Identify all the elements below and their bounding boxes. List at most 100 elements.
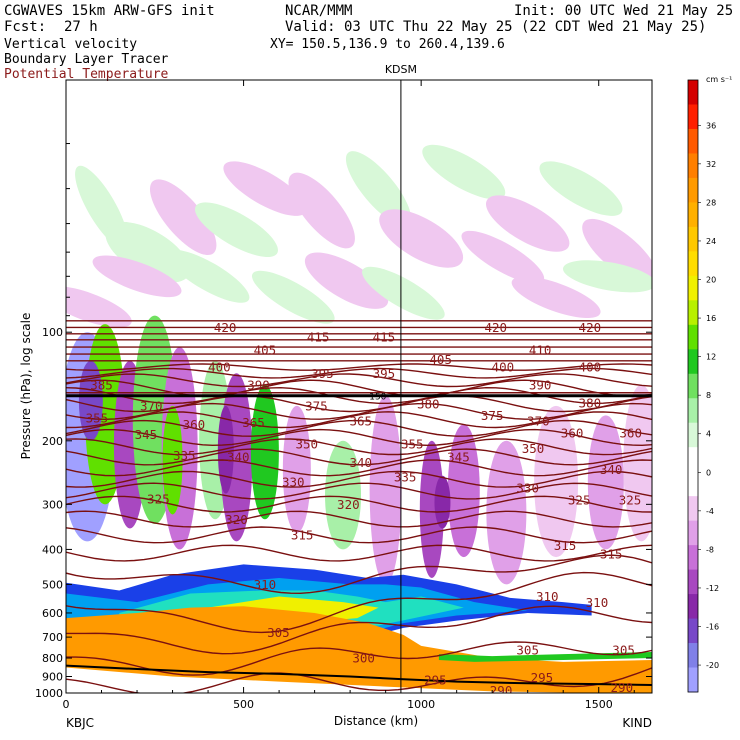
theta-contour — [66, 386, 652, 405]
theta-label: 420 — [214, 320, 237, 335]
theta-label: 355 — [86, 411, 109, 426]
colorbar-label: 16 — [706, 314, 716, 323]
colorbar-swatch — [688, 545, 698, 571]
theta-label: 415 — [307, 329, 330, 344]
colorbar-swatch — [688, 104, 698, 130]
colorbar-label: -20 — [706, 661, 719, 670]
theta-label: 410 — [529, 342, 552, 357]
colorbar-label: 20 — [706, 276, 716, 285]
colorbar-swatch — [688, 251, 698, 277]
theta-label: 335 — [173, 448, 196, 463]
theta-label: 340 — [600, 462, 623, 477]
y-tick-label: 300 — [42, 498, 63, 511]
colorbar-unit: cm s⁻¹ — [706, 75, 732, 84]
theta-label: 400 — [579, 360, 602, 375]
colorbar-swatch — [688, 324, 698, 350]
w-patch — [511, 276, 601, 319]
axes: 0 500 1000 15001002003004005006007008009001… — [35, 79, 652, 711]
y-tick-label: 200 — [42, 435, 63, 448]
theta-label: 365 — [349, 413, 372, 428]
left-endpoint-label: KBJC — [66, 716, 94, 730]
colorbar-label: -12 — [706, 584, 719, 593]
theta-label: 345 — [135, 427, 158, 442]
theta-label: 365 — [242, 415, 265, 430]
theta-contour — [66, 482, 652, 500]
colorbar-swatch — [688, 177, 698, 203]
colorbar-label: 12 — [706, 353, 716, 362]
theta-contour — [66, 605, 652, 655]
theta-label: 395 — [311, 366, 334, 381]
theta-label: 310 — [586, 595, 609, 610]
colorbar-swatch — [688, 398, 698, 424]
theta-contour — [66, 641, 652, 676]
theta-label: 380 — [417, 396, 440, 411]
org-label: NCAR/MMM — [285, 3, 353, 19]
y-tick-label: 400 — [42, 543, 63, 556]
theta-label: 325 — [568, 493, 591, 508]
theta-label: 390 — [247, 377, 270, 392]
w-patch — [345, 151, 412, 227]
w-patch — [582, 218, 652, 286]
colorbar-swatch — [688, 349, 698, 375]
colorbar-swatch — [688, 520, 698, 546]
theta-label: 350 — [522, 441, 545, 456]
theta-contour — [66, 411, 652, 429]
w-band — [419, 440, 444, 578]
w-band — [623, 384, 652, 542]
theta-label: 420 — [484, 320, 507, 335]
theta-contour — [66, 510, 652, 528]
colorbar-swatch — [688, 447, 698, 473]
w-patch — [92, 255, 182, 298]
theta-label: 380 — [579, 395, 602, 410]
theta-label: 375 — [305, 398, 328, 413]
w-band — [587, 415, 624, 550]
x-tick-label: 0 — [63, 698, 70, 711]
theta-label: 405 — [429, 352, 452, 367]
w-patch — [379, 209, 464, 268]
station-marker-label: KDSM — [385, 63, 417, 76]
theta-label: 310 — [254, 577, 277, 592]
theta-contour — [66, 363, 652, 372]
theta-label: 385 — [90, 377, 113, 392]
w-band — [447, 424, 480, 558]
colorbar-label: 28 — [706, 198, 716, 207]
theta-label: 330 — [516, 480, 539, 495]
theta-label: 360 — [561, 425, 584, 440]
init-time: Init: 00 UTC Wed 21 May 25 — [514, 3, 734, 19]
colorbar-swatch — [688, 471, 698, 497]
x-tick-label: 1500 — [585, 698, 613, 711]
y-tick-label: 900 — [42, 670, 63, 683]
theta-label: 300 — [352, 651, 375, 666]
theta-label: 350 — [296, 436, 319, 451]
theta-label: 315 — [600, 547, 623, 562]
w-patch — [422, 144, 506, 200]
w-patch — [66, 285, 132, 328]
theta-contour — [66, 373, 652, 388]
y-tick-label: 100 — [42, 326, 63, 339]
model-title: CGWAVES 15km ARW-GFS init — [4, 3, 215, 19]
y-tick-label: 800 — [42, 652, 63, 665]
theta-label: 305 — [516, 642, 539, 657]
theta-contour — [66, 554, 652, 595]
colorbar-label: -8 — [706, 545, 714, 554]
theta-label: 390 — [529, 377, 552, 392]
w-band — [325, 440, 362, 550]
w-patch — [251, 270, 335, 324]
plot-frame — [65, 79, 653, 694]
colorbar-label: 4 — [706, 430, 711, 439]
theta-label: 330 — [282, 474, 305, 489]
w-patch — [194, 202, 278, 258]
theta-contour — [66, 438, 652, 456]
theta-label: 320 — [225, 512, 248, 527]
colorbar-swatch — [688, 422, 698, 448]
y-tick-label: 600 — [42, 607, 63, 620]
theta-label: 310 — [536, 589, 559, 604]
colorbar-label: 32 — [706, 160, 716, 169]
theta-label: 335 — [394, 470, 417, 485]
theta-contour — [66, 448, 652, 466]
theta-label: 400 — [492, 360, 515, 375]
theta-label: 400 — [208, 360, 231, 375]
w-band — [534, 405, 579, 558]
theta-label: 325 — [619, 493, 642, 508]
w-patch — [563, 260, 652, 293]
